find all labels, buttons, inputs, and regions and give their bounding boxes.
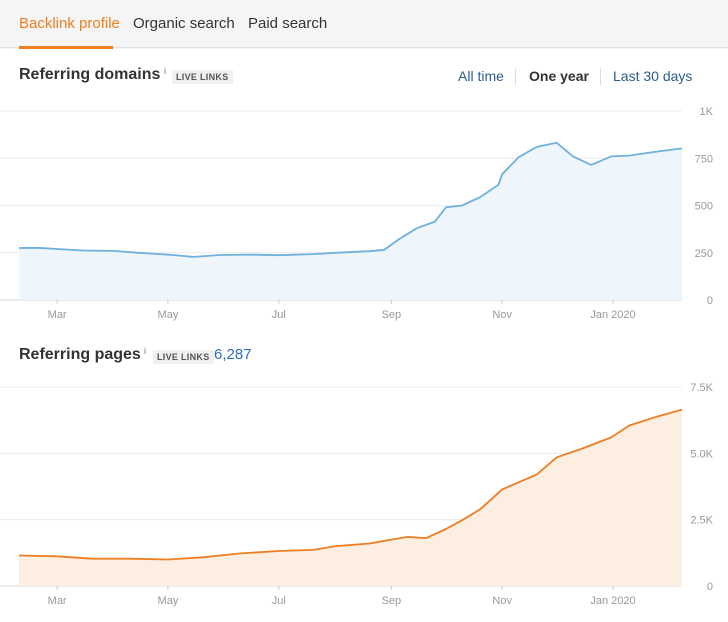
referring-domains-live-links-badge: LIVE LINKS	[172, 70, 233, 84]
range-divider	[515, 68, 516, 85]
referring-domains-x-tick-label: Nov	[492, 309, 512, 321]
referring-pages-title: Referring pages	[19, 346, 141, 363]
referring-domains-y-tick-label: 250	[695, 248, 713, 260]
referring-pages-y-tick-label: 5.0K	[690, 448, 713, 460]
referring-domains-y-tick-label: 1K	[700, 106, 714, 118]
referring-domains-x-tick-label: Sep	[382, 309, 402, 321]
referring-pages-x-tick-label: Jul	[272, 595, 286, 607]
referring-pages-series-area	[19, 409, 682, 586]
referring-pages-y-tick-label: 7.5K	[690, 382, 713, 394]
referring-domains-x-tick-label: Jan 2020	[590, 309, 635, 321]
referring-domains-x-tick-label: Jul	[272, 309, 286, 321]
referring-domains-series-line	[18, 141, 683, 258]
referring-pages-x-tick-label: Sep	[382, 595, 402, 607]
referring-domains-y-tick-label: 750	[695, 153, 713, 165]
referring-pages-x-tick-label: Nov	[492, 595, 512, 607]
referring-domains-title: Referring domains	[19, 66, 161, 83]
active-tab-indicator	[19, 46, 113, 49]
range-one-year[interactable]: One year	[529, 68, 589, 84]
referring-domains-y-tick-label: 500	[695, 201, 713, 213]
referring-pages-x-tick-label: Jan 2020	[590, 595, 635, 607]
tab-paid-search[interactable]: Paid search	[248, 15, 328, 32]
referring-domains-y-tick-label: 0	[707, 295, 713, 307]
referring-pages-live-links-badge: LIVE LINKS	[153, 350, 214, 364]
referring-pages-chart: 0 2.5K 5.0K 7.5K Mar May Jul Sep Nov Jan 2020	[0, 382, 714, 607]
referring-domains-info-icon[interactable]: i	[164, 66, 166, 76]
referring-pages-y-tick-label: 2.5K	[690, 515, 713, 527]
range-all-time[interactable]: All time	[458, 68, 504, 84]
referring-domains-x-tick-label: Mar	[48, 309, 67, 321]
referring-pages-x-tick-label: May	[158, 595, 179, 607]
referring-domains-series-area	[19, 142, 682, 300]
referring-pages-x-tick-label: Mar	[48, 595, 67, 607]
referring-pages-count: 6,287	[214, 346, 252, 363]
tab-organic-search[interactable]: Organic search	[133, 15, 235, 32]
tab-backlink-profile[interactable]: Backlink profile	[19, 15, 120, 32]
referring-pages-info-icon[interactable]: i	[144, 346, 146, 356]
range-divider	[600, 68, 601, 85]
report-tabs: Backlink profile Organic search Paid sea…	[0, 0, 728, 49]
range-last-30-days[interactable]: Last 30 days	[613, 68, 693, 84]
referring-pages-y-tick-label: 0	[707, 581, 713, 593]
referring-pages-series-line	[18, 408, 683, 561]
referring-domains-x-tick-label: May	[158, 309, 179, 321]
referring-domains-chart: 0 250 500 750 1K Mar May Jul Sep Nov Jan 2020	[0, 106, 714, 321]
